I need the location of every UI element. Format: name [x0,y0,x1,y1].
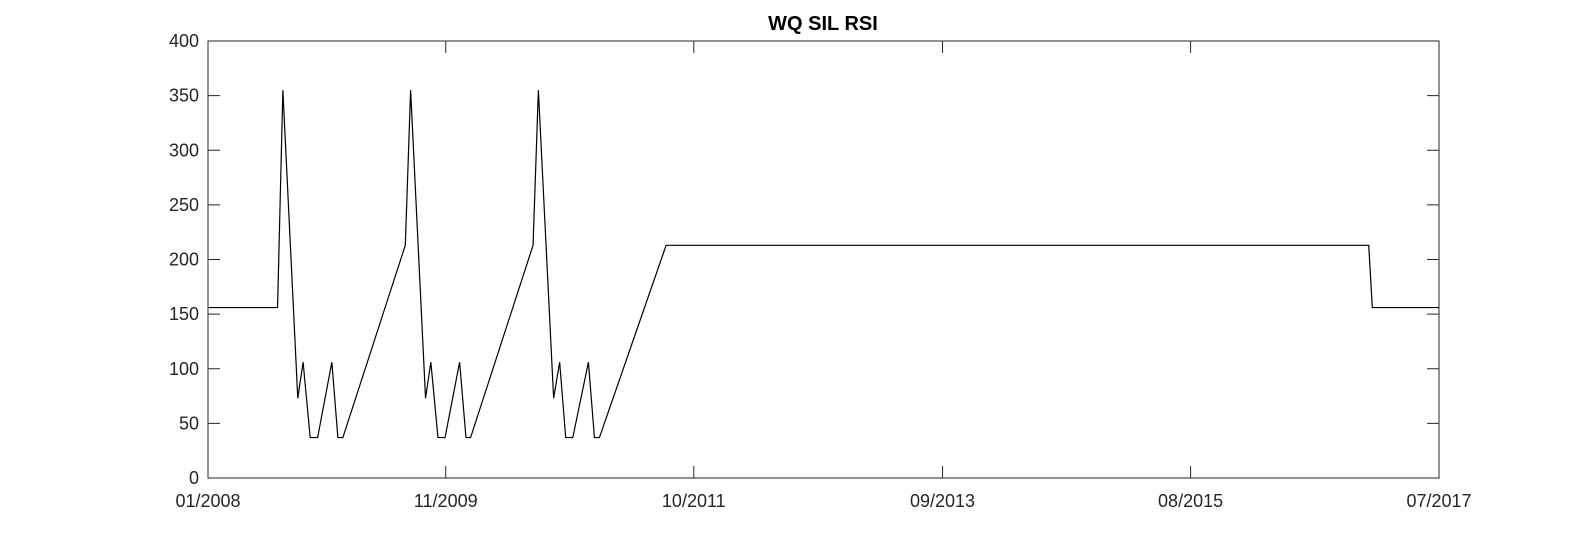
x-tick-label: 08/2015 [1158,491,1223,511]
series-line [208,90,1439,439]
chart-title: WQ SIL RSI [768,13,878,35]
y-tick-label: 200 [169,250,199,270]
x-tick-label: 11/2009 [414,491,478,511]
x-tick-label: 10/2011 [662,491,726,511]
x-tick-label: 01/2008 [175,491,240,511]
y-tick-label: 350 [169,86,199,106]
y-tick-label: 0 [189,468,199,488]
y-tick-label: 400 [169,31,199,51]
x-tick-label: 07/2017 [1406,491,1471,511]
y-tick-label: 300 [169,140,199,160]
y-tick-label: 150 [169,304,199,324]
y-tick-label: 50 [179,413,199,433]
y-tick-label: 250 [169,195,199,215]
plot-area: 0 50 100 150 200 250 300 350 400 01/2008 11/2009 10… [169,31,1472,511]
axes-box [207,40,1440,479]
y-tick-label: 100 [169,359,199,379]
x-tick-label: 09/2013 [910,491,975,511]
